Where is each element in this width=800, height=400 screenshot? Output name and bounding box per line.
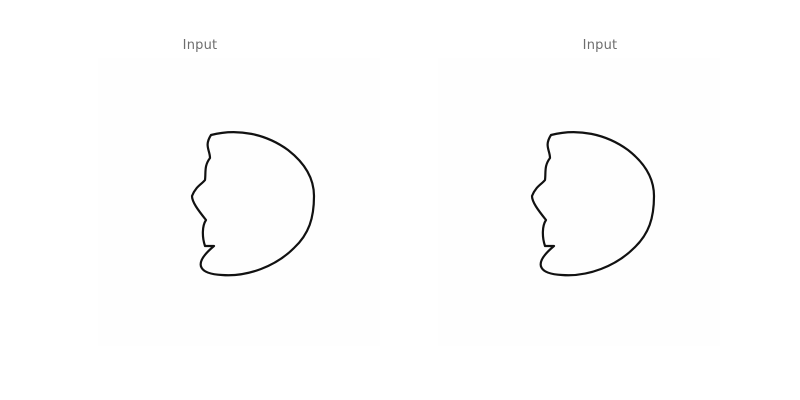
panel-right: Input xyxy=(400,0,800,400)
image-right xyxy=(438,58,720,346)
object-contour-right xyxy=(530,131,656,277)
panel-title-left: Input xyxy=(182,38,218,53)
image-left xyxy=(98,58,380,346)
contour-image-right xyxy=(530,131,656,277)
panel-left: Input xyxy=(98,38,380,346)
contour-image-left xyxy=(190,131,316,277)
panel-title-right: Input xyxy=(582,38,618,53)
object-contour-left xyxy=(190,131,316,277)
